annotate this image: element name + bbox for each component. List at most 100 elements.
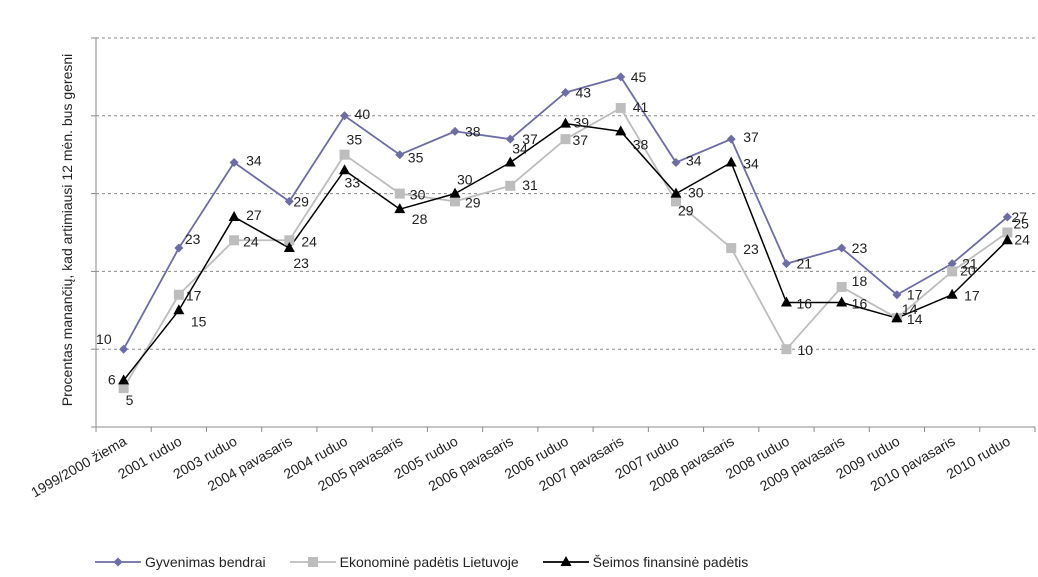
data-label: 34: [686, 152, 702, 168]
data-point: [780, 296, 792, 307]
data-point: [173, 304, 185, 315]
data-point: [449, 187, 461, 198]
data-point: [837, 243, 847, 253]
gridlines: [96, 37, 1035, 350]
data-point: [340, 111, 350, 121]
data-label: 24: [1014, 231, 1030, 247]
data-point: [394, 188, 405, 199]
legend-marker: [307, 557, 318, 567]
data-point: [394, 203, 406, 214]
data-point: [118, 374, 130, 385]
data-point: [615, 103, 626, 114]
data-label: 24: [243, 233, 259, 249]
data-point: [1002, 212, 1012, 222]
data-point: [616, 72, 626, 82]
data-point: [670, 196, 681, 207]
data-label: 38: [633, 136, 649, 152]
legend-swatch: [95, 557, 141, 567]
data-label: 38: [465, 123, 481, 139]
x-tick-label: 2010 ruduo: [944, 433, 1014, 482]
data-label: 27: [1011, 209, 1027, 225]
data-label: 21: [796, 256, 812, 272]
data-label: 23: [743, 241, 759, 257]
data-label: 35: [408, 150, 424, 166]
data-label: 14: [902, 301, 918, 317]
data-point: [836, 281, 847, 292]
data-point: [725, 156, 737, 167]
data-label: 40: [355, 106, 371, 122]
data-point: [229, 235, 240, 246]
data-point: [561, 87, 570, 97]
data-point: [560, 134, 571, 145]
data-label: 5: [126, 392, 134, 408]
data-label: 23: [293, 255, 309, 271]
data-label: 37: [522, 131, 538, 147]
data-label: 30: [457, 172, 473, 188]
data-point: [228, 210, 240, 221]
data-label: 14: [907, 311, 923, 327]
data-label: 17: [907, 287, 923, 303]
data-label: 37: [743, 129, 759, 145]
legend-item: Šeimos finansinė padėtis: [542, 554, 748, 570]
data-point: [284, 235, 295, 246]
data-point: [670, 187, 682, 198]
legend-item: Gyvenimas bendrai: [95, 554, 266, 570]
data-point: [173, 289, 184, 300]
data-point: [836, 296, 848, 307]
legend-marker: [560, 556, 572, 566]
data-point: [1001, 234, 1013, 245]
data-label: 34: [246, 152, 262, 168]
data-label: 25: [1013, 216, 1029, 232]
data-point: [892, 290, 902, 300]
data-label: 37: [573, 132, 589, 148]
data-label: 23: [852, 240, 868, 256]
data-point: [283, 242, 295, 253]
series-markers: [118, 72, 1013, 394]
data-point: [339, 164, 351, 175]
data-label: 28: [412, 211, 428, 227]
data-label: 21: [962, 256, 978, 272]
data-label: 16: [796, 296, 812, 312]
data-label: 24: [301, 233, 317, 249]
data-label: 34: [512, 140, 528, 156]
data-label: 16: [852, 296, 868, 312]
y-axis-title: Procentas manančių, kad artimiausi 12 mė…: [59, 54, 75, 407]
data-point: [726, 243, 737, 254]
data-label: 15: [191, 313, 207, 329]
data-label: 20: [960, 262, 976, 278]
data-point: [119, 344, 129, 354]
data-point: [891, 312, 903, 323]
data-point: [118, 383, 129, 394]
data-label: 33: [345, 174, 361, 190]
data-point: [284, 196, 294, 206]
legend-label: Ekonominė padėtis Lietuvoje: [339, 554, 519, 570]
data-label: 10: [96, 331, 112, 347]
data-label: 6: [108, 371, 116, 387]
data-point: [947, 266, 958, 277]
data-point: [505, 134, 515, 144]
data-label: 17: [186, 288, 202, 304]
legend-label: Gyvenimas bendrai: [145, 554, 266, 570]
data-point: [450, 196, 461, 207]
data-point: [781, 344, 792, 355]
data-point: [504, 156, 516, 167]
data-label: 31: [522, 177, 538, 193]
data-label: 29: [465, 194, 481, 210]
legend-swatch: [289, 557, 336, 567]
data-label: 10: [797, 342, 813, 358]
data-label: 41: [633, 99, 649, 115]
data-label: 34: [743, 155, 759, 171]
data-label: 27: [246, 207, 262, 223]
data-point: [174, 243, 184, 253]
data-label: 43: [576, 84, 592, 100]
legend-marker: [113, 557, 123, 567]
data-label: 35: [347, 132, 363, 148]
legend: Gyvenimas bendrai Ekonominė padėtis Lietu…: [95, 551, 772, 573]
data-point: [1002, 227, 1013, 238]
data-point: [671, 157, 681, 167]
data-point: [229, 157, 239, 167]
data-point: [726, 134, 736, 144]
